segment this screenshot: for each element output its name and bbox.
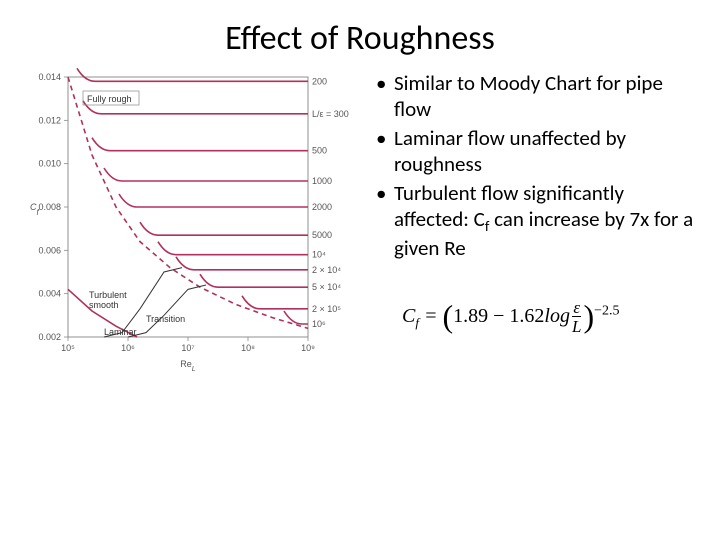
svg-text:Fully rough: Fully rough [87,94,132,104]
svg-text:0.006: 0.006 [38,245,61,255]
formula-den: L [572,317,581,335]
bullet-list: Similar to Moody Chart for pipe flow Lam… [372,71,700,262]
formula-frac: εL [572,299,581,335]
chart-svg: 0.0020.0040.0060.0080.0100.0120.014Cf10⁵… [20,67,360,387]
svg-text:10⁵: 10⁵ [61,343,75,353]
svg-text:200: 200 [312,76,327,86]
rough-curve [158,242,308,255]
svg-text:500: 500 [312,146,327,156]
chart-column: 0.0020.0040.0060.0080.0100.0120.014Cf10⁵… [20,67,360,387]
formula-open: ( [442,298,453,334]
formula-log: log [544,305,570,327]
transition-curve [128,285,206,337]
svg-text:0.002: 0.002 [38,332,61,342]
svg-text:10⁶: 10⁶ [312,319,326,329]
svg-text:smooth: smooth [89,300,119,310]
svg-text:2 × 10⁴: 2 × 10⁴ [312,265,341,275]
text-column: Similar to Moody Chart for pipe flow Lam… [360,67,700,335]
roughness-chart: 0.0020.0040.0060.0080.0100.0120.014Cf10⁵… [20,67,360,387]
svg-text:10⁴: 10⁴ [312,250,326,260]
rough-curve [77,68,308,81]
bullet-turbulent: Turbulent flow significantly affected: C… [372,181,700,261]
svg-text:10⁹: 10⁹ [301,343,315,353]
bullet-laminar: Laminar flow unaffected by roughness [372,126,700,177]
svg-text:0.004: 0.004 [38,289,61,299]
rough-curve [242,296,308,309]
cf-formula: Cf = (1.89 − 1.62logεL)−2.5 [402,298,700,336]
formula-exp: −2.5 [594,303,619,318]
svg-text:L/ε = 300: L/ε = 300 [312,109,349,119]
content-row: 0.0020.0040.0060.0080.0100.0120.014Cf10⁵… [0,67,720,387]
formula-C: C [402,305,415,327]
svg-text:0.014: 0.014 [38,72,61,82]
svg-text:5000: 5000 [312,230,332,240]
bullet-moody: Similar to Moody Chart for pipe flow [372,71,700,122]
svg-text:0.010: 0.010 [38,159,61,169]
svg-text:2 × 10⁵: 2 × 10⁵ [312,304,341,314]
svg-text:10⁷: 10⁷ [181,343,194,353]
rough-curve [200,274,308,287]
rough-curve [140,222,308,235]
svg-text:2000: 2000 [312,202,332,212]
svg-text:Laminar: Laminar [104,327,137,337]
svg-text:0.008: 0.008 [38,202,61,212]
rough-curve [104,168,308,181]
svg-text:0.012: 0.012 [38,115,61,125]
svg-text:1000: 1000 [312,176,332,186]
svg-text:10⁸: 10⁸ [241,343,255,353]
formula-a: 1.89 [453,305,488,327]
svg-text:5 × 10⁴: 5 × 10⁴ [312,282,341,292]
svg-text:Turbulent: Turbulent [89,290,127,300]
svg-text:Transition: Transition [146,314,185,324]
rough-curve [176,257,308,270]
rough-curve [92,138,308,151]
formula-eq: = [419,305,443,327]
formula-b: 1.62 [509,305,544,327]
formula-close: ) [583,298,594,334]
formula-minus: − [488,305,509,327]
svg-text:10⁶: 10⁶ [121,343,135,353]
rough-curve [119,194,308,207]
formula-num: ε [572,299,581,317]
page-title: Effect of Roughness [0,0,720,67]
svg-text:ReL: ReL [180,359,196,373]
